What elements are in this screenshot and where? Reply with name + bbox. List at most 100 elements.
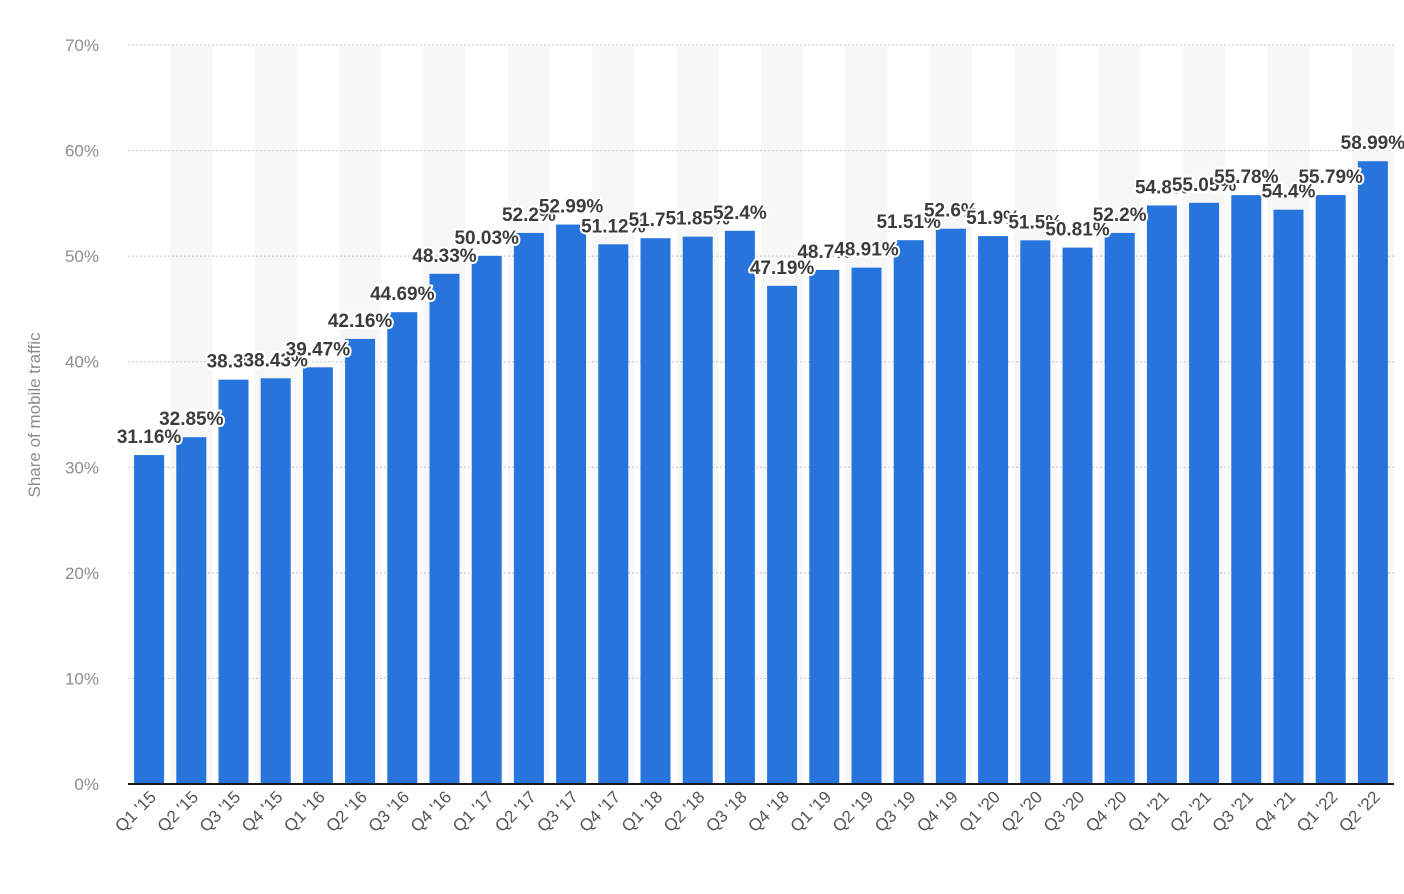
data-label: 52.2% <box>502 205 556 226</box>
bar[interactable] <box>471 255 502 784</box>
data-label: 55.05% <box>1172 175 1237 196</box>
y-tick-label: 40% <box>65 353 99 372</box>
x-tick-label: Q3 '20 <box>1040 787 1088 835</box>
x-tick-label: Q2 '19 <box>829 787 877 835</box>
y-tick-label: 60% <box>65 142 99 161</box>
bar[interactable] <box>513 232 544 785</box>
bar[interactable] <box>260 378 291 784</box>
data-label: 55.78% <box>1214 167 1279 188</box>
x-tick-label: Q1 '19 <box>787 787 835 835</box>
data-label: 48.33% <box>412 246 477 267</box>
data-label: 52.99% <box>539 197 604 218</box>
bar[interactable] <box>1104 232 1135 785</box>
bar[interactable] <box>1231 195 1262 785</box>
bar[interactable] <box>556 224 587 784</box>
bar[interactable] <box>1062 247 1093 785</box>
bar[interactable] <box>767 285 798 784</box>
x-tick-label: Q3 '15 <box>196 787 244 835</box>
x-tick-label: Q2 '22 <box>1335 787 1383 835</box>
data-label: 38.3% <box>207 352 261 373</box>
x-tick-label: Q3 '17 <box>533 787 581 835</box>
bar[interactable] <box>978 236 1009 784</box>
y-tick-label: 10% <box>65 669 99 688</box>
bar[interactable] <box>1020 240 1051 785</box>
data-labels: 31.16%32.85% 38.3%38.43%39.47% 42.16% 44.69… <box>115 131 1404 450</box>
x-tick-label: Q1 '18 <box>618 787 666 835</box>
bar[interactable] <box>640 238 671 785</box>
bar[interactable] <box>302 367 333 784</box>
bar[interactable] <box>724 230 755 784</box>
x-tick-label: Q4 '21 <box>1251 787 1299 835</box>
x-tick-label: Q4 '17 <box>576 787 624 835</box>
bars <box>134 161 1388 785</box>
data-label: 54.8% <box>1135 177 1189 198</box>
data-label: 44.69% <box>370 284 435 305</box>
data-label: 51.85% <box>665 209 730 230</box>
data-label: 51.51% <box>876 212 941 233</box>
data-label: 39.47% <box>286 339 351 360</box>
bar[interactable] <box>387 312 418 784</box>
bar[interactable] <box>1146 205 1177 784</box>
x-tick-label: Q4 '16 <box>407 787 455 835</box>
x-tick-label: Q4 '20 <box>1082 787 1130 835</box>
x-tick-label: Q2 '16 <box>322 787 370 835</box>
data-label: 50.03% <box>454 228 519 249</box>
x-tick-label: Q2 '21 <box>1166 787 1214 835</box>
x-tick-label: Q2 '15 <box>154 787 202 835</box>
data-label: 51.9% <box>966 208 1020 229</box>
bar[interactable] <box>134 455 165 784</box>
data-label: 55.79% <box>1298 167 1363 188</box>
bar[interactable] <box>682 236 713 785</box>
data-label: 48.7% <box>797 242 851 263</box>
bar[interactable] <box>1315 195 1346 785</box>
data-label: 32.85% <box>159 409 224 430</box>
bar[interactable] <box>1273 209 1304 785</box>
x-tick-label: Q2 '18 <box>660 787 708 835</box>
data-label: 50.81% <box>1045 220 1110 241</box>
bar[interactable] <box>1357 161 1388 785</box>
bar[interactable] <box>345 338 376 784</box>
y-tick-label: 30% <box>65 458 99 477</box>
bar[interactable] <box>429 273 460 784</box>
bar[interactable] <box>598 244 629 785</box>
x-tick-label: Q3 '18 <box>702 787 750 835</box>
data-label: 38.43% <box>243 350 308 371</box>
data-label: 52.4% <box>713 203 767 224</box>
data-label: 52.2% <box>1093 205 1147 226</box>
data-label: 52.6% <box>924 201 978 222</box>
x-tick-label: Q3 '21 <box>1209 787 1257 835</box>
y-tick-label: 50% <box>65 247 99 266</box>
y-tick-label: 20% <box>65 564 99 583</box>
data-label: 31.16% <box>117 427 182 448</box>
data-label: 51.7% <box>629 210 683 231</box>
data-label: 54.4% <box>1262 182 1316 203</box>
x-tick-label: Q2 '17 <box>491 787 539 835</box>
x-tick-label: Q3 '16 <box>365 787 413 835</box>
bar[interactable] <box>809 269 840 784</box>
x-tick-label: Q1 '21 <box>1124 787 1172 835</box>
y-axis-title: Share of mobile traffic <box>25 332 44 498</box>
y-axis-ticks: 0% 10% 20% 30% 40% 50% 60% 70% <box>65 36 99 794</box>
gridlines <box>128 44 1394 679</box>
x-tick-label: Q4 '15 <box>238 787 286 835</box>
bar[interactable] <box>893 240 924 785</box>
data-label: 51.5% <box>1008 212 1062 233</box>
data-label: 58.99% <box>1341 133 1404 154</box>
x-tick-label: Q1 '17 <box>449 787 497 835</box>
x-tick-label: Q2 '20 <box>998 787 1046 835</box>
x-tick-label: Q4 '18 <box>744 787 792 835</box>
bar[interactable] <box>1189 202 1220 784</box>
x-tick-label: Q1 '15 <box>111 787 159 835</box>
bar[interactable] <box>851 267 882 784</box>
x-tick-label: Q4 '19 <box>913 787 961 835</box>
bar[interactable] <box>176 437 207 784</box>
x-tick-label: Q1 '22 <box>1293 787 1341 835</box>
x-tick-label: Q1 '20 <box>955 787 1003 835</box>
y-tick-label: 70% <box>65 36 99 55</box>
bar[interactable] <box>935 228 966 785</box>
data-label: 47.19% <box>750 258 815 279</box>
bar[interactable] <box>218 379 249 784</box>
